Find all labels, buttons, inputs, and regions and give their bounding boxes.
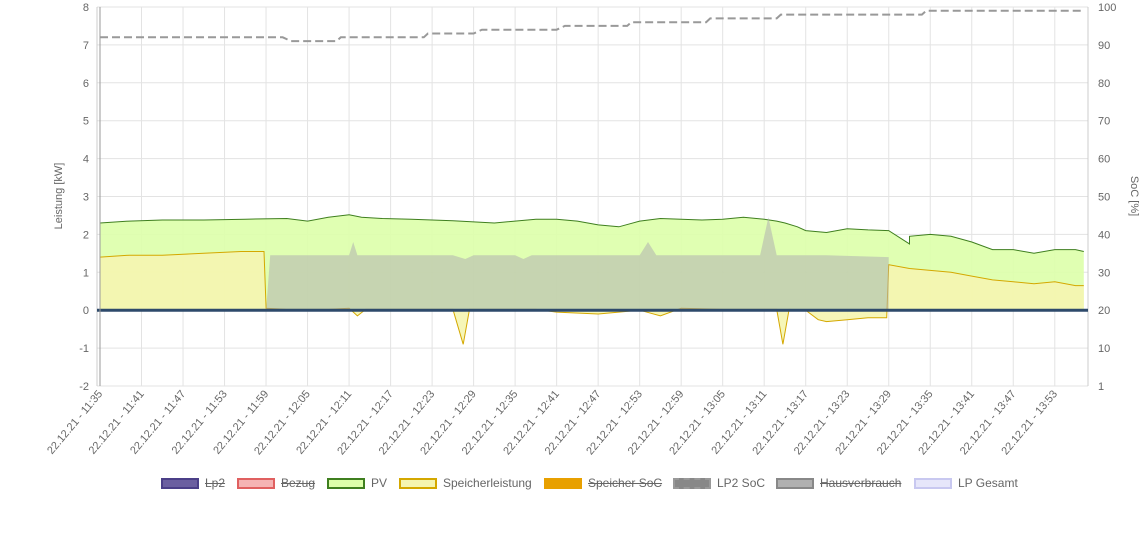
legend-item-hausverbrauch[interactable]: Hausverbrauch [776, 474, 901, 492]
y-tick-right: 40 [1098, 229, 1110, 241]
legend-swatch [776, 477, 814, 489]
chart-legend: Lp2 Bezug PV Speicherleistung Speicher SoC LP… [0, 474, 1145, 494]
y-tick-right: 90 [1098, 40, 1110, 52]
y-axis-left: 8 7 6 5 4 3 2 1 0 -1 -2 [79, 2, 89, 393]
legend-label: Bezug [281, 476, 316, 490]
series-area-hausverbrauch [266, 217, 889, 311]
legend-swatch [399, 477, 437, 489]
y-axis-right-label: SoC [%] [1128, 176, 1140, 216]
y-tick-left: -1 [79, 343, 89, 355]
series-area-speicherleistung [100, 251, 1084, 345]
legend-label: PV [371, 476, 388, 490]
legend-label: LP2 SoC [717, 476, 766, 490]
legend-item-bezug[interactable]: Bezug [237, 474, 315, 492]
y-axis-left-label: Leistung [kW] [53, 163, 65, 230]
legend-item-speicher-soc[interactable]: Speicher SoC [544, 474, 662, 492]
y-tick-right: 30 [1098, 267, 1110, 279]
series-line-pv [99, 214, 1084, 254]
y-tick-left: 4 [83, 154, 89, 166]
y-tick-left: 6 [83, 78, 89, 90]
y-tick-right: 20 [1098, 305, 1110, 317]
y-tick-right: 80 [1098, 78, 1110, 90]
legend-swatch [673, 477, 711, 489]
y-tick-right: 10 [1098, 343, 1110, 355]
legend-label: Lp2 [205, 476, 226, 490]
legend-label: Speicher SoC [588, 476, 663, 490]
y-tick-left: 2 [83, 229, 89, 241]
y-tick-left: 5 [83, 116, 89, 128]
legend-swatch [914, 477, 952, 489]
y-tick-right: 70 [1098, 116, 1110, 128]
legend-item-lp-gesamt[interactable]: LP Gesamt [914, 474, 1018, 492]
legend-swatch [161, 477, 199, 489]
y-tick-right: 50 [1098, 192, 1110, 204]
y-tick-left: 1 [83, 267, 89, 279]
y-tick-left: 3 [83, 192, 89, 204]
legend-item-lp2-soc[interactable]: LP2 SoC [673, 474, 765, 492]
legend-label: Speicherleistung [443, 476, 532, 490]
legend-item-lp2[interactable]: Lp2 [161, 474, 225, 492]
y-tick-left: 0 [83, 305, 89, 317]
y-tick-left: 7 [83, 40, 89, 52]
legend-label: LP Gesamt [958, 476, 1018, 490]
y-tick-left: 8 [83, 2, 89, 14]
y-tick-right: 60 [1098, 154, 1110, 166]
chart-grid [96, 6, 1089, 387]
legend-item-pv[interactable]: PV [327, 474, 387, 492]
legend-swatch [327, 477, 365, 489]
legend-swatch [544, 477, 582, 489]
legend-item-speicherleistung[interactable]: Speicherleistung [399, 474, 532, 492]
series-line-lp2-soc [100, 9, 1084, 43]
y-tick-right: 100 [1098, 2, 1116, 14]
y-axis-right: 100 90 80 70 60 50 40 30 20 10 1 [1098, 2, 1116, 393]
chart-series-layer [97, 7, 1088, 386]
legend-swatch [237, 477, 275, 489]
legend-label: Hausverbrauch [820, 476, 902, 490]
y-tick-left: -2 [79, 381, 89, 393]
y-tick-right: 1 [1098, 381, 1104, 393]
